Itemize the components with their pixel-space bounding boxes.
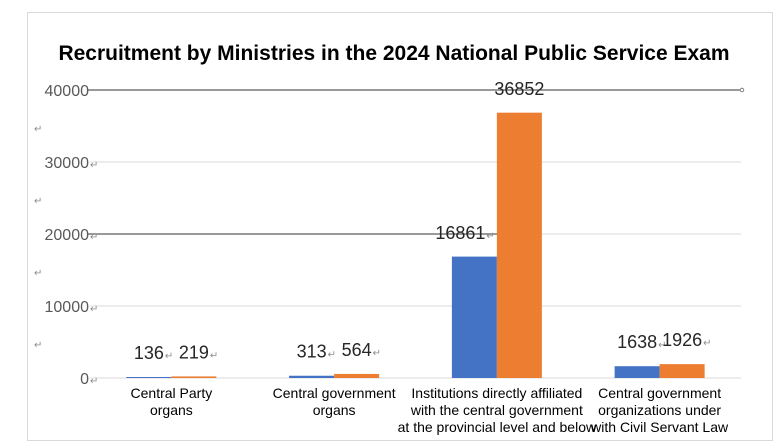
data-label: 1926: [662, 330, 702, 350]
chart-title: Recruitment by Ministries in the 2024 Na…: [58, 42, 729, 65]
data-label: 313: [297, 342, 327, 362]
y-tick-label: 30000: [45, 155, 90, 172]
paragraph-mark: ↵: [34, 124, 42, 135]
paragraph-mark: ↵: [658, 340, 666, 351]
paragraph-mark: ↵: [486, 231, 494, 242]
paragraph-mark: ↵: [34, 340, 42, 351]
paragraph-mark: ↵: [373, 348, 381, 359]
overlay-line-endpoint: [739, 87, 745, 93]
bar-series1: [289, 375, 335, 378]
paragraph-mark: ↵: [328, 350, 336, 361]
x-category-label: Institutions directly affiliated with the…: [398, 385, 597, 435]
paragraph-mark: ↵: [90, 376, 98, 387]
bar-series1: [614, 366, 660, 378]
y-tick-label: 0: [80, 371, 89, 388]
x-axis-labels: Central Party organs Central government org…: [131, 385, 729, 435]
paragraph-mark: ↵: [165, 351, 173, 362]
data-label: 564: [342, 340, 372, 360]
bar-series1: [126, 377, 172, 379]
x-category-label: Central Party organs: [131, 385, 213, 418]
x-category-label: Central government organizations under wit…: [590, 385, 729, 435]
y-axis-ticks: 0 ↵↵10000 ↵↵20000 ↵↵30000 ↵↵40000: [34, 83, 98, 388]
paragraph-mark: ↵: [34, 196, 42, 207]
bars: [126, 112, 705, 379]
bar-series2: [334, 373, 380, 378]
y-tick-label: 10000: [45, 299, 90, 316]
bar-series2: [171, 376, 217, 378]
overlay-lines: [88, 87, 745, 235]
data-label: 36852: [494, 79, 544, 99]
bar-series1: [451, 256, 497, 378]
data-label: 1638: [617, 332, 657, 352]
y-tick-label: 20000: [45, 227, 90, 244]
paragraph-mark: ↵: [90, 160, 98, 171]
bar-series2: [496, 112, 542, 379]
bar-series2: [659, 364, 705, 378]
x-category-label: Central government organs: [273, 385, 396, 418]
data-label: 136: [134, 343, 164, 363]
paragraph-mark: ↵: [210, 350, 218, 361]
paragraph-mark: ↵: [90, 304, 98, 315]
data-label: 16861: [435, 223, 485, 243]
paragraph-mark: ↵: [703, 338, 711, 349]
paragraph-mark: ↵: [34, 268, 42, 279]
y-tick-label: 40000: [45, 83, 90, 100]
paragraph-mark: ↵: [90, 232, 98, 243]
data-label: 219: [179, 342, 209, 362]
